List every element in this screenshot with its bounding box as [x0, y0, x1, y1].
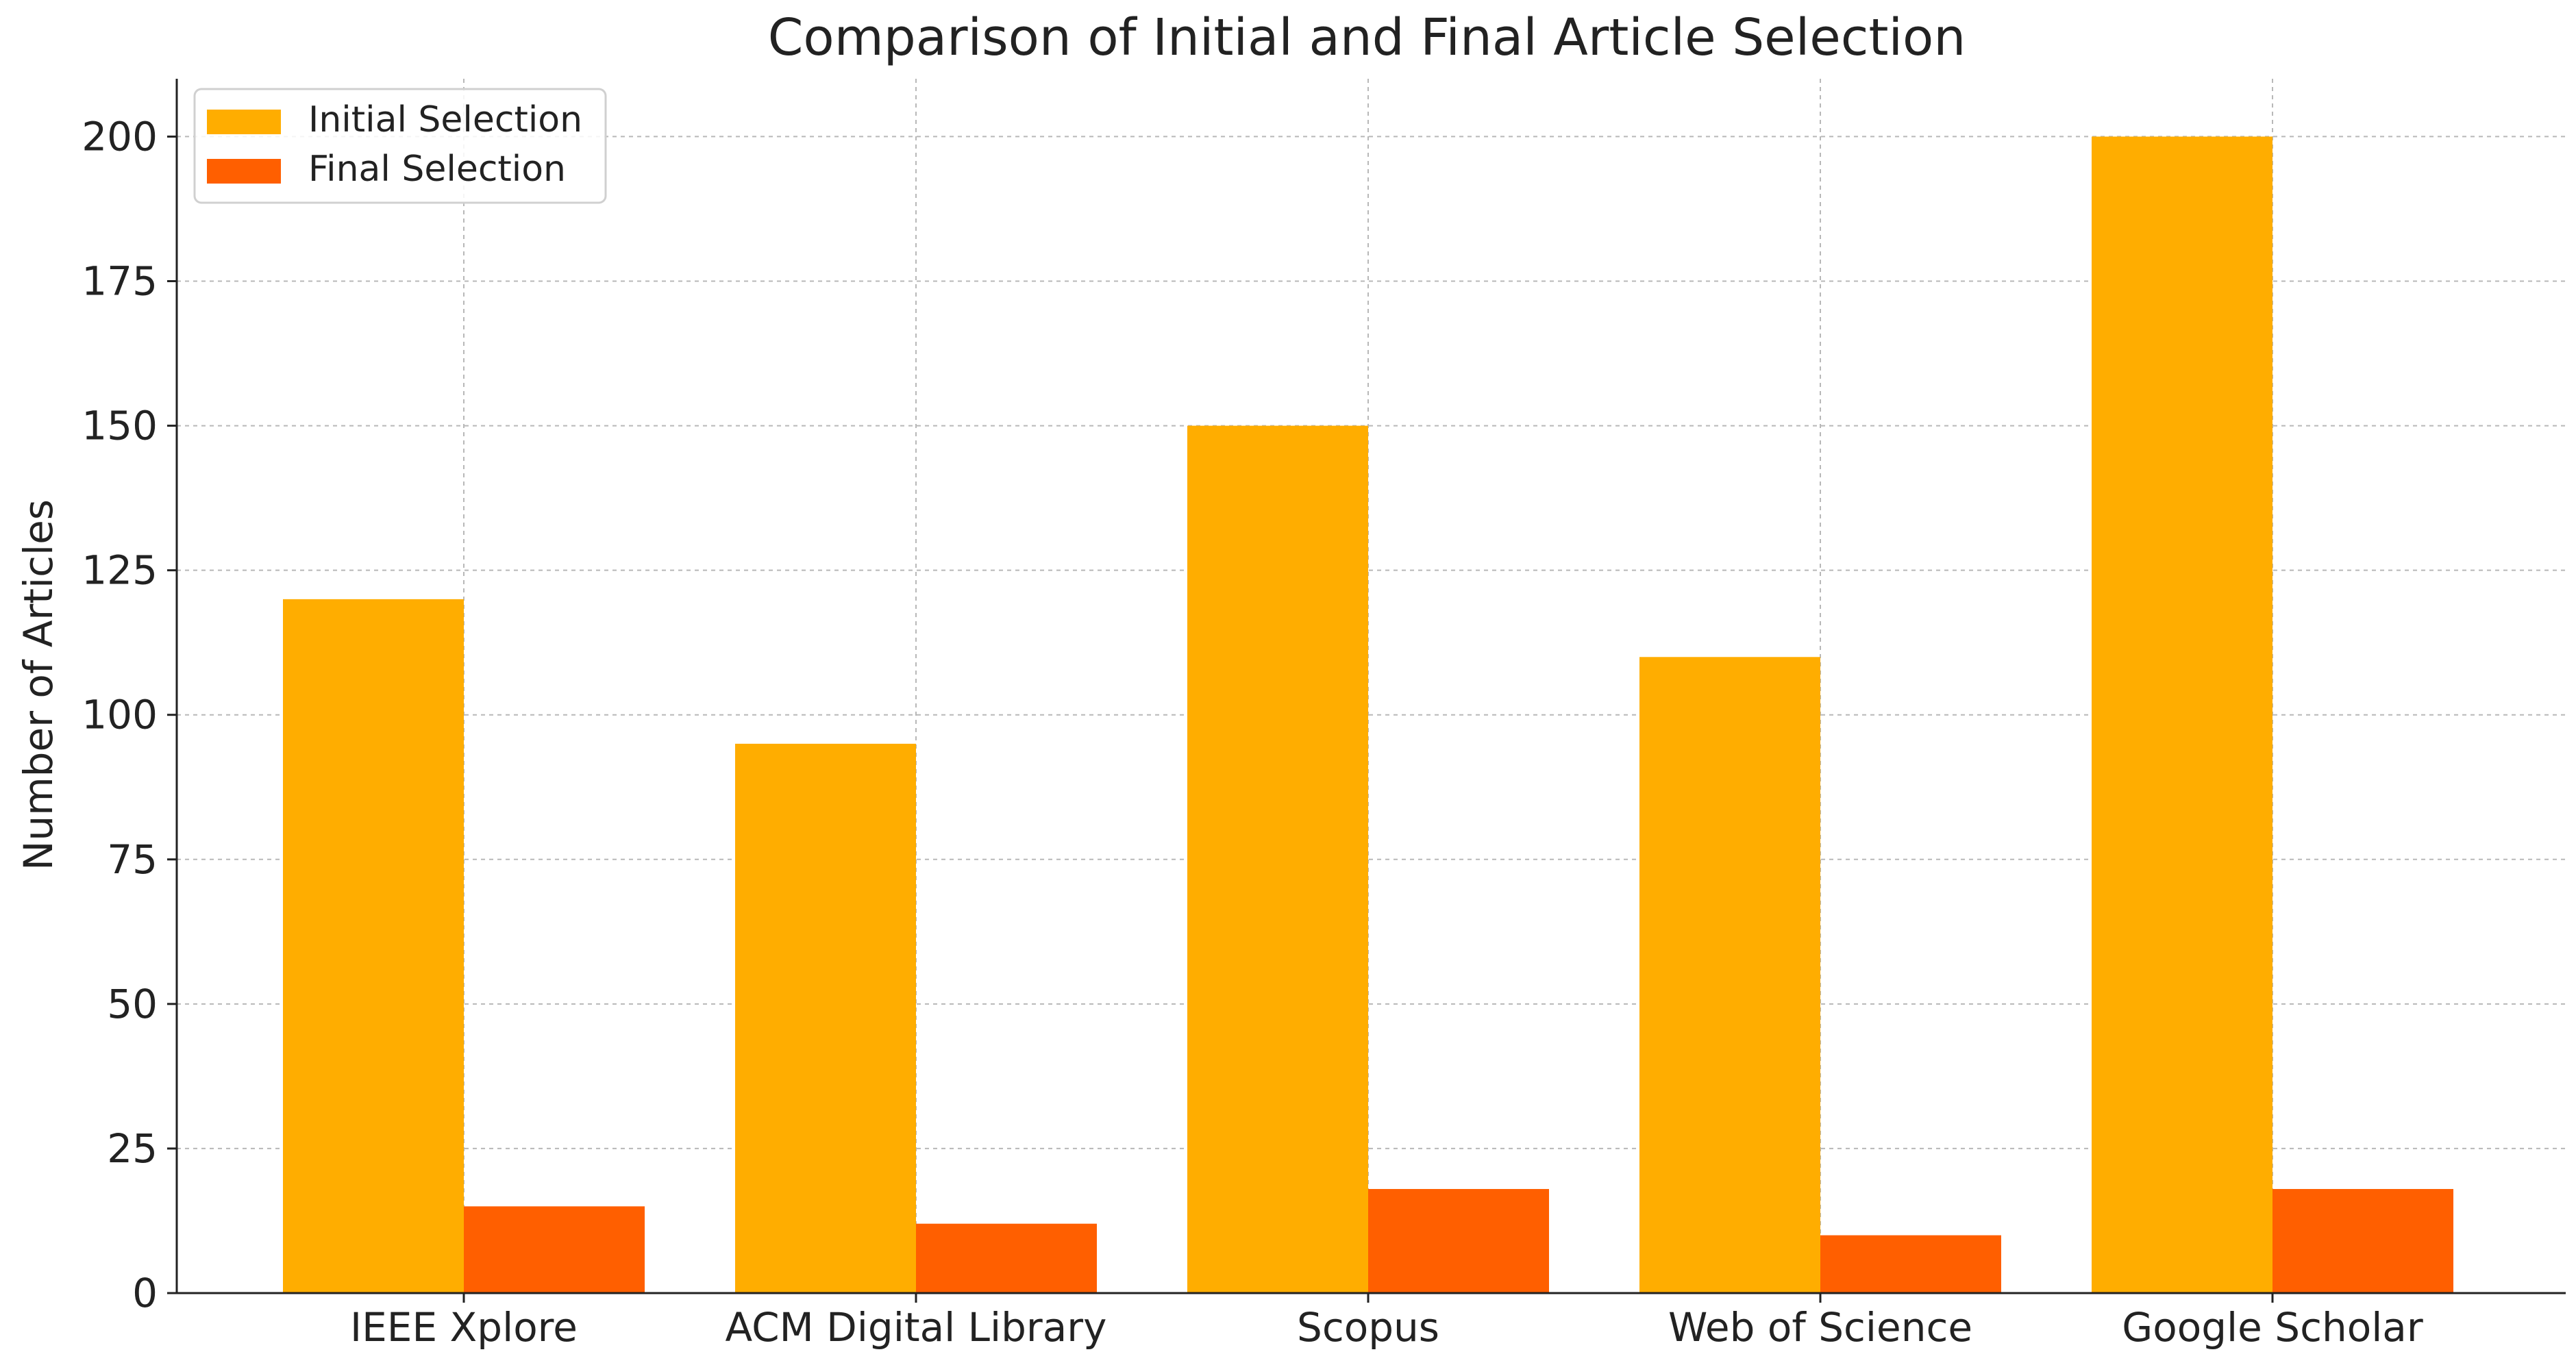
- x-tick-label: Google Scholar: [2122, 1304, 2423, 1351]
- bar-final-selection: [1820, 1235, 2001, 1293]
- legend: Initial Selection Final Selection: [193, 88, 607, 204]
- y-tick-label: 50: [107, 981, 158, 1027]
- bar-final-selection: [464, 1206, 645, 1293]
- bar-initial-selection: [2092, 136, 2272, 1293]
- bars: [283, 136, 2453, 1293]
- bar-initial-selection: [1639, 657, 1820, 1293]
- bar-final-selection: [916, 1223, 1097, 1293]
- labels: Comparison of Initial and Final Article …: [15, 8, 2423, 1351]
- y-tick-label: 150: [82, 403, 158, 449]
- y-tick-label: 25: [107, 1125, 158, 1172]
- x-tick-label: IEEE Xplore: [350, 1304, 578, 1351]
- y-tick-label: 75: [107, 836, 158, 883]
- legend-label: Final Selection: [308, 149, 566, 190]
- bar-initial-selection: [735, 743, 916, 1293]
- y-tick-label: 100: [82, 692, 158, 738]
- legend-swatch: [207, 159, 281, 184]
- bar-initial-selection: [283, 599, 464, 1293]
- y-tick-label: 0: [132, 1270, 158, 1316]
- legend-label: Initial Selection: [308, 99, 582, 140]
- bar-initial-selection: [1187, 425, 1368, 1293]
- y-tick-label: 125: [82, 547, 158, 594]
- chart-title: Comparison of Initial and Final Article …: [768, 8, 1966, 67]
- y-axis-title: Number of Articles: [15, 499, 62, 871]
- legend-swatch: [207, 110, 281, 134]
- axes: [167, 79, 2566, 1303]
- bar-final-selection: [1368, 1189, 1549, 1293]
- bar-final-selection: [2272, 1189, 2453, 1293]
- x-tick-label: Scopus: [1297, 1304, 1439, 1351]
- legend-box: [193, 88, 607, 204]
- y-tick-label: 175: [82, 258, 158, 305]
- x-tick-label: ACM Digital Library: [726, 1304, 1107, 1351]
- y-tick-label: 200: [82, 113, 158, 160]
- x-tick-label: Web of Science: [1668, 1304, 1972, 1351]
